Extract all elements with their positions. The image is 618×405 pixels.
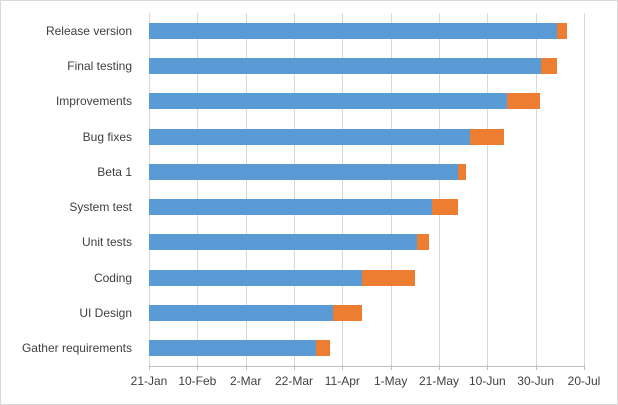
x-axis-tick: [438, 365, 440, 370]
task-row: [149, 225, 584, 260]
task-row: [149, 154, 584, 189]
task-bar-duration-segment: [315, 340, 331, 357]
x-tick-label: 22-Mar: [274, 374, 313, 388]
category-label: Improvements: [55, 94, 132, 109]
category-label: Final testing: [67, 58, 132, 73]
task-row: [149, 189, 584, 224]
category-label: Beta 1: [97, 164, 132, 179]
category-label: Gather requirements: [21, 341, 132, 356]
x-tick-label: 10-Jun: [468, 374, 506, 388]
task-bar-start-segment: [149, 57, 541, 74]
task-bar-start-segment: [149, 93, 507, 110]
x-axis-tick: [197, 365, 199, 370]
task-bar: [149, 234, 584, 251]
task-bar-start-segment: [149, 163, 459, 180]
gridline: [438, 13, 440, 366]
category-label: Release version: [45, 23, 132, 38]
task-bar: [149, 128, 584, 145]
x-axis-tick: [535, 365, 537, 370]
task-bar-start-segment: [149, 305, 333, 322]
x-axis-tick: [293, 365, 295, 370]
plot-area: [149, 13, 585, 367]
task-bar-duration-segment: [361, 269, 415, 286]
task-bar-start-segment: [149, 128, 471, 145]
gridline: [342, 13, 344, 366]
task-bar: [149, 93, 584, 110]
task-bar: [149, 22, 584, 39]
task-bar-duration-segment: [458, 163, 466, 180]
task-row: [149, 48, 584, 83]
gridline: [293, 13, 295, 366]
task-bar-start-segment: [149, 340, 316, 357]
task-bar-start-segment: [149, 269, 362, 286]
task-bar: [149, 305, 584, 322]
task-bar-duration-segment: [540, 57, 558, 74]
task-row: [149, 119, 584, 154]
task-bar-duration-segment: [470, 128, 505, 145]
x-axis-tick: [390, 365, 392, 370]
x-tick-label: 20-Jul: [567, 374, 601, 388]
task-row: [149, 295, 584, 330]
x-axis-tick: [245, 365, 247, 370]
task-bar: [149, 340, 584, 357]
bars-layer: [149, 13, 584, 366]
x-axis-tick: [584, 365, 585, 370]
x-tick-label: 1-May: [373, 374, 408, 388]
x-axis-labels: 21-Jan 10-Feb 2-Mar 22-Mar 11-Apr 1-May 21-May…: [131, 374, 601, 390]
task-bar: [149, 57, 584, 74]
task-bar-duration-segment: [417, 234, 430, 251]
task-bar: [149, 163, 584, 180]
task-row: [149, 13, 584, 48]
gridline: [390, 13, 392, 366]
x-tick-label: 10-Feb: [178, 374, 217, 388]
category-label: UI Design: [79, 306, 132, 321]
x-axis-tick: [149, 365, 150, 370]
task-bar-duration-segment: [431, 199, 459, 216]
task-row: [149, 331, 584, 366]
gridline: [487, 13, 489, 366]
gridline: [245, 13, 247, 366]
category-label: Coding: [93, 270, 132, 285]
category-label: Unit tests: [81, 235, 132, 250]
task-bar-duration-segment: [332, 305, 362, 322]
y-axis-labels: Release version Final testing Improvements…: [1, 13, 141, 366]
gridline: [584, 13, 585, 366]
gridline: [149, 13, 150, 366]
x-tick-label: 21-Jan: [130, 374, 168, 388]
task-bar: [149, 199, 584, 216]
x-tick-label: 11-Apr: [324, 374, 360, 388]
task-row: [149, 260, 584, 295]
x-tick-label: 30-Jun: [517, 374, 555, 388]
gridline: [535, 13, 537, 366]
task-bar-start-segment: [149, 22, 558, 39]
task-bar-duration-segment: [506, 93, 541, 110]
task-bar-duration-segment: [557, 22, 568, 39]
category-label: System test: [69, 200, 132, 215]
x-axis-tick: [487, 365, 489, 370]
task-bar: [149, 269, 584, 286]
x-tick-label: 2-Mar: [229, 374, 262, 388]
x-tick-label: 21-May: [418, 374, 459, 388]
x-axis-ticks: [149, 365, 585, 370]
task-bar-start-segment: [149, 199, 432, 216]
task-bar-start-segment: [149, 234, 418, 251]
gridline: [197, 13, 199, 366]
task-row: [149, 84, 584, 119]
category-label: Bug fixes: [82, 129, 132, 144]
x-axis-tick: [342, 365, 344, 370]
